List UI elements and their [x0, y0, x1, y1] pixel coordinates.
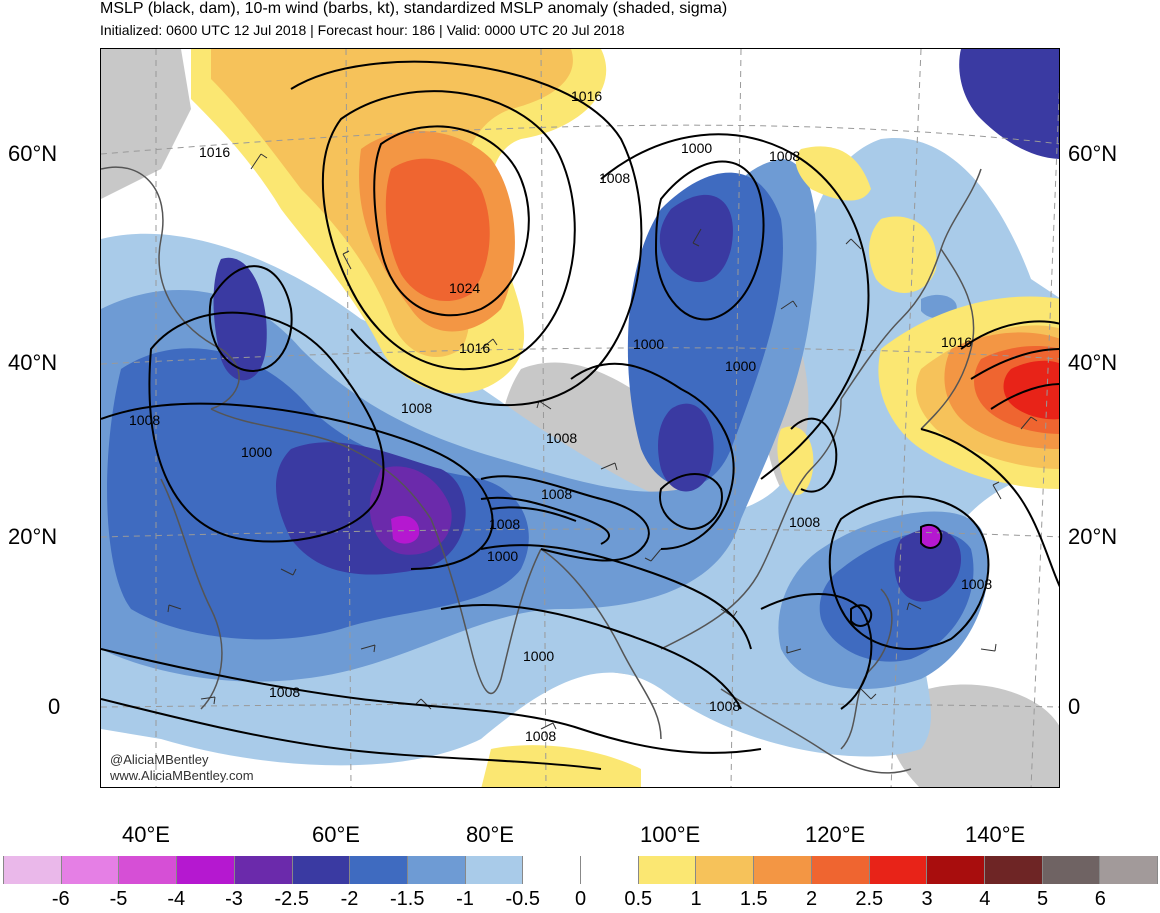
isobar-label: 1008: [541, 486, 572, 502]
isobar-label: 1008: [961, 576, 992, 592]
lat-label-right: 60°N: [1068, 141, 1118, 166]
graticule: [101, 49, 1059, 787]
isobar-label: 1000: [241, 444, 272, 460]
colorbar-swatch: [1100, 856, 1159, 884]
positive-anomaly-areas: [191, 49, 1059, 787]
isobar-label: 1000: [633, 336, 664, 352]
colorbar-tick-label: 2: [805, 888, 818, 910]
colorbar-swatch: [465, 856, 524, 884]
lat-label-left: 20°N: [8, 524, 58, 549]
isobar-label: 1008: [546, 430, 577, 446]
colorbar-swatch: [407, 856, 466, 884]
lon-label: 60°E: [312, 822, 360, 847]
colorbar-tick-label: -4: [167, 888, 186, 910]
isobar-label: 1016: [571, 88, 602, 104]
colorbar-tick-label: -3: [225, 888, 243, 910]
isobar-label: 1016: [941, 334, 972, 350]
colorbar-tick-label: -1: [456, 888, 474, 910]
colorbar-swatch: [811, 856, 870, 884]
map-title: MSLP (black, dam), 10-m wind (barbs, kt)…: [100, 0, 728, 17]
lon-label: 40°E: [122, 822, 170, 847]
lat-label-left: 40°N: [8, 350, 58, 375]
colorbar-swatch: [119, 856, 178, 884]
lat-label-right: 0: [1068, 694, 1081, 719]
map-panel: 1016 1016 1008 1008 1000 1024 1016 1008 …: [100, 48, 1060, 788]
isobar-labels: 1016 1016 1008 1008 1000 1024 1016 1008 …: [129, 88, 992, 744]
colorbar-tick-label: -6: [51, 888, 70, 910]
colorbar-tick-label: 1.5: [739, 888, 768, 910]
map-canvas: 1016 1016 1008 1008 1000 1024 1016 1008 …: [101, 49, 1059, 787]
map-subtitle: Initialized: 0600 UTC 12 Jul 2018 | Fore…: [100, 22, 625, 38]
colorbar-tick-label: 2.5: [855, 888, 884, 910]
colorbar-tick-label: 6: [1094, 888, 1106, 910]
colorbar-swatch: [696, 856, 755, 884]
colorbar-swatch: [61, 856, 120, 884]
colorbar-tick-label: -0.5: [505, 888, 540, 910]
lon-label: 80°E: [466, 822, 514, 847]
isobar-label: 1008: [401, 400, 432, 416]
colorbar-swatch: [638, 856, 697, 884]
lon-label: 100°E: [640, 822, 701, 847]
isobar-label: 1008: [769, 148, 800, 164]
colorbar-swatch: [1042, 856, 1101, 884]
colorbar-tick-label: 3: [921, 888, 933, 910]
isobar-label: 1016: [459, 340, 490, 356]
isobar-label: 1000: [523, 648, 554, 664]
colorbar-tick-label: -2.5: [274, 888, 309, 910]
isobar-label: 1008: [789, 514, 820, 530]
colorbar-swatch: [754, 856, 812, 884]
isobar-label: 1008: [129, 412, 160, 428]
isobar-label: 1016: [199, 144, 230, 160]
colorbar-tick-label: -1.5: [390, 888, 425, 910]
isobar-label: 1008: [269, 684, 300, 700]
isobars: [101, 60, 1059, 770]
colorbar-swatch: [523, 856, 582, 884]
colorbar-tick-label: -5: [109, 888, 128, 910]
colorbar-swatch: [177, 856, 235, 884]
colorbar-tick-label: 0: [574, 888, 587, 910]
colorbar-tick-label: 0.5: [624, 888, 653, 910]
colorbar-tick-label: 1: [690, 888, 702, 910]
lat-label-left: 0: [48, 694, 61, 719]
isobar-label: 1000: [681, 140, 712, 156]
colorbar-swatch: [3, 856, 62, 884]
isobar-label: 1008: [525, 728, 556, 744]
coastlines: [101, 166, 982, 774]
lon-label: 120°E: [805, 822, 866, 847]
colorbar-tick-label: 4: [979, 888, 991, 910]
isobar-label: 1008: [709, 698, 740, 714]
lat-label-left: 60°N: [8, 141, 58, 166]
colorbar-tick-label: -2: [340, 888, 359, 910]
isobar-label: 1008: [599, 170, 630, 186]
lat-label-right: 40°N: [1068, 350, 1118, 375]
credit-handle: @AliciaMBentley: [110, 752, 209, 767]
colorbar-swatch: [927, 856, 985, 884]
colorbar-tick-label: 5: [1036, 888, 1049, 910]
colorbar-swatch: [581, 856, 639, 884]
colorbar-swatch: [292, 856, 351, 884]
isobar-label: 1000: [725, 358, 756, 374]
colorbar-swatch: [984, 856, 1043, 884]
credit-website: www.AliciaMBentley.com: [110, 768, 254, 783]
lon-label: 140°E: [965, 822, 1026, 847]
colorbar: [3, 856, 1159, 884]
isobar-label: 1008: [489, 516, 520, 532]
colorbar-swatch: [869, 856, 928, 884]
isobar-label: 1000: [487, 548, 518, 564]
colorbar-swatch: [234, 856, 293, 884]
colorbar-swatch: [350, 856, 408, 884]
isobar-label: 1024: [449, 280, 480, 296]
lat-label-right: 20°N: [1068, 524, 1118, 549]
